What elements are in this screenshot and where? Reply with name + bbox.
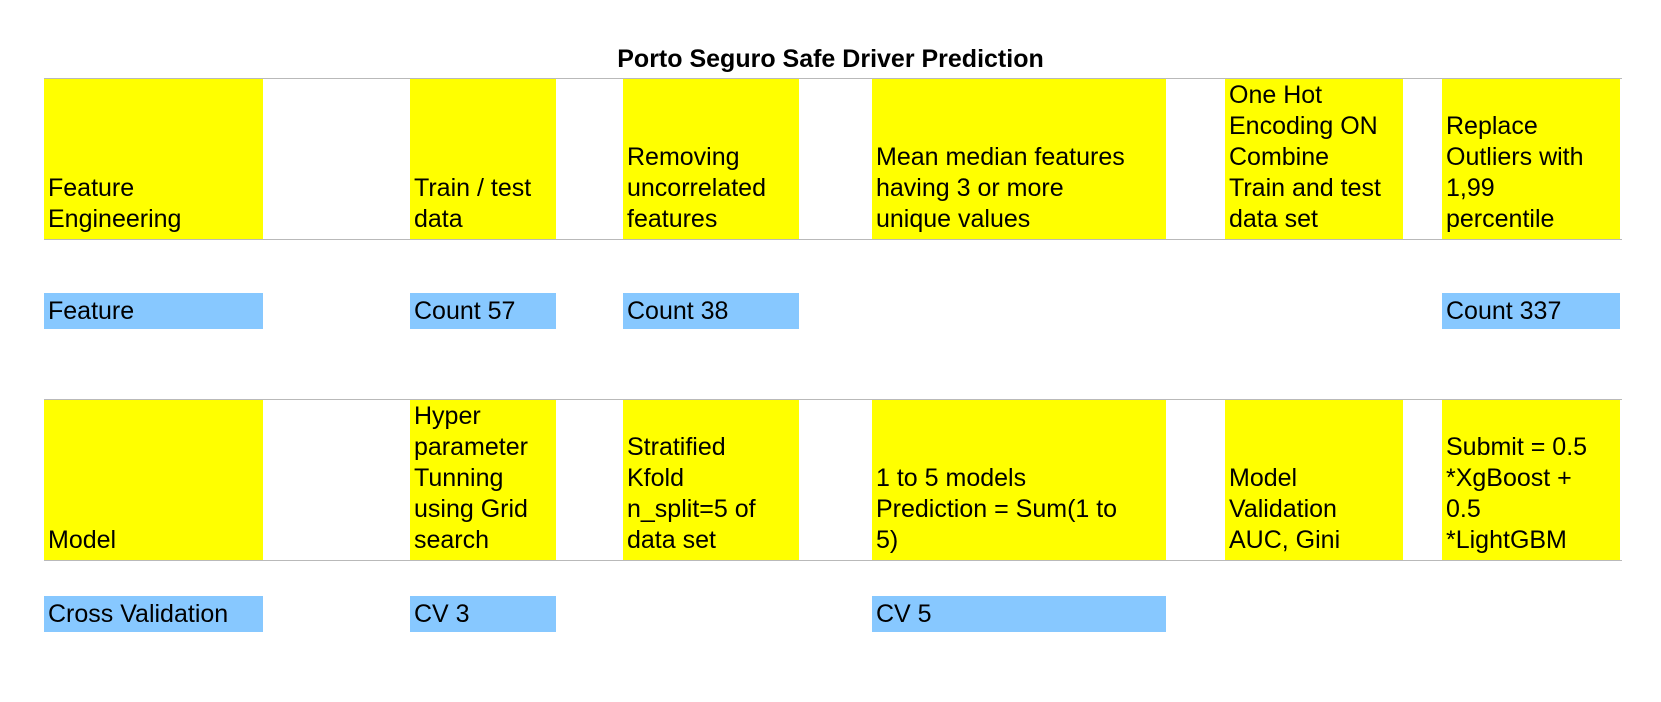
cross-validation-label: Cross Validation [44,596,263,632]
cv-models: CV 5 [872,596,1166,632]
count-uncorrelated: Count 38 [623,293,799,329]
step-stratified-kfold: Stratified Kfold n_split=5 of data set [623,400,799,560]
cv-grid-search: CV 3 [410,596,556,632]
step-mean-median: Mean median features having 3 or more un… [872,79,1166,239]
step-remove-uncorrelated: Removing uncorrelated features [623,79,799,239]
page-title: Porto Seguro Safe Driver Prediction [617,45,1044,73]
step-hyperparameter-tuning: Hyper parameter Tunning using Grid searc… [410,400,556,560]
step-train-test-data: Train / test data [410,79,556,239]
row-divider [44,399,1622,400]
count-outliers: Count 337 [1442,293,1620,329]
feature-engineering-label: Feature Engineering [44,79,263,239]
step-replace-outliers: Replace Outliers with 1,99 percentile [1442,79,1620,239]
step-one-hot-encoding: One Hot Encoding ON Combine Train and te… [1225,79,1403,239]
model-label: Model [44,400,263,560]
row-divider [44,560,1622,561]
count-train-test: Count 57 [410,293,556,329]
step-model-prediction: 1 to 5 models Prediction = Sum(1 to 5) [872,400,1166,560]
step-submit: Submit = 0.5 *XgBoost + 0.5 *LightGBM [1442,400,1620,560]
row-divider [44,78,1622,79]
row-divider [44,239,1622,240]
step-model-validation: Model Validation AUC, Gini [1225,400,1403,560]
feature-label: Feature [44,293,263,329]
